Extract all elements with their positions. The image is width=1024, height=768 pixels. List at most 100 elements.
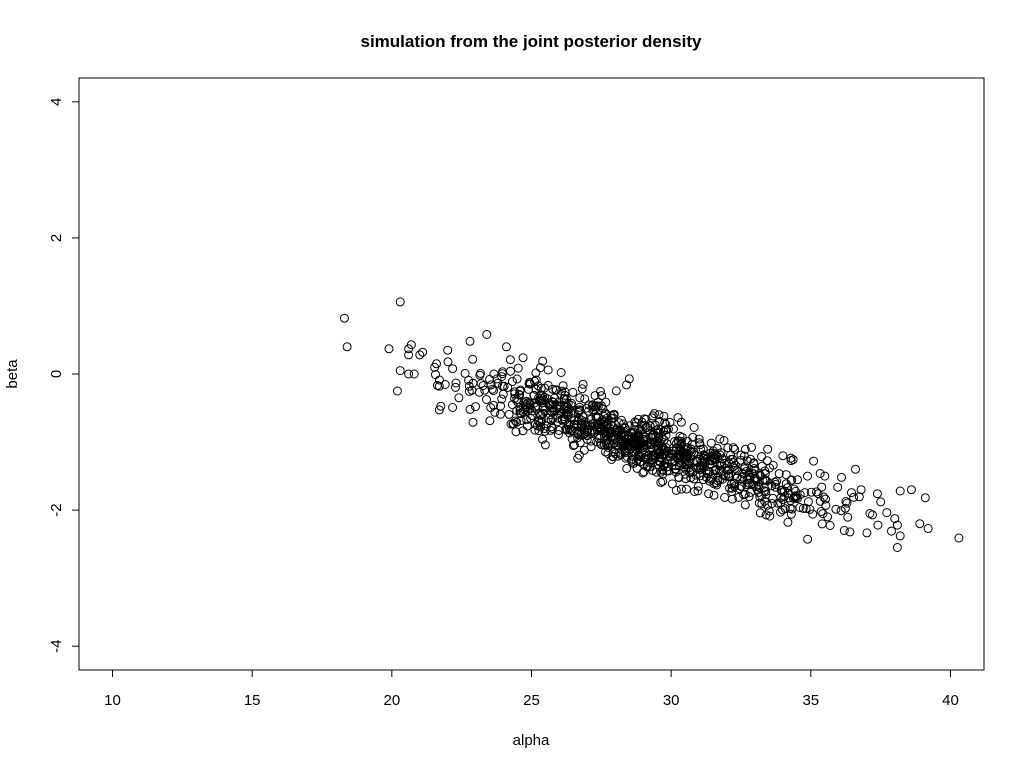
data-point bbox=[736, 455, 746, 465]
data-point bbox=[580, 394, 590, 404]
data-point bbox=[575, 438, 585, 448]
data-point bbox=[669, 424, 678, 434]
data-point bbox=[575, 393, 585, 403]
data-point bbox=[563, 425, 572, 435]
data-point bbox=[764, 506, 774, 516]
data-point bbox=[693, 481, 703, 491]
data-point bbox=[653, 428, 662, 438]
data-point bbox=[504, 409, 514, 419]
data-point bbox=[760, 469, 770, 479]
data-point bbox=[768, 493, 778, 503]
data-point bbox=[757, 499, 767, 509]
data-point bbox=[448, 403, 458, 412]
data-point bbox=[723, 443, 733, 453]
data-point bbox=[658, 476, 668, 486]
data-point bbox=[660, 446, 670, 455]
x-tick-label: 25 bbox=[523, 692, 540, 709]
data-point bbox=[660, 418, 670, 428]
data-point bbox=[538, 356, 548, 366]
data-point bbox=[684, 463, 694, 473]
plot-frame bbox=[78, 77, 985, 671]
data-point bbox=[639, 467, 649, 477]
data-point bbox=[579, 430, 589, 440]
data-point bbox=[536, 396, 545, 406]
data-point bbox=[623, 435, 633, 444]
data-point bbox=[522, 396, 531, 406]
data-point bbox=[842, 498, 852, 508]
data-point bbox=[817, 519, 827, 529]
data-point bbox=[653, 445, 663, 455]
data-point bbox=[538, 434, 547, 444]
data-point bbox=[601, 439, 611, 449]
data-point bbox=[695, 438, 704, 448]
data-point bbox=[658, 443, 667, 453]
data-point bbox=[489, 400, 499, 410]
data-point bbox=[676, 484, 686, 494]
data-point bbox=[736, 482, 746, 491]
data-point bbox=[734, 484, 744, 494]
data-point bbox=[658, 469, 668, 479]
data-point bbox=[715, 434, 725, 444]
data-point bbox=[787, 504, 797, 514]
data-point bbox=[671, 446, 681, 455]
data-point bbox=[431, 370, 440, 380]
data-point bbox=[395, 297, 405, 307]
data-point bbox=[757, 452, 767, 462]
data-point bbox=[781, 470, 791, 480]
data-point bbox=[553, 417, 563, 427]
data-point bbox=[492, 374, 502, 384]
data-point bbox=[890, 514, 900, 524]
data-point bbox=[920, 493, 930, 503]
data-point bbox=[392, 386, 402, 396]
data-point bbox=[781, 479, 791, 489]
data-point bbox=[489, 386, 498, 396]
data-point bbox=[895, 486, 905, 496]
data-point bbox=[614, 418, 624, 428]
data-point bbox=[577, 384, 587, 394]
data-point bbox=[602, 414, 611, 423]
x-tick-label: 15 bbox=[244, 692, 261, 709]
data-point bbox=[744, 467, 754, 477]
data-point bbox=[876, 497, 886, 507]
data-point bbox=[464, 386, 474, 396]
data-point bbox=[808, 509, 818, 519]
data-point bbox=[566, 400, 576, 410]
data-point bbox=[569, 440, 579, 450]
data-point bbox=[865, 509, 875, 518]
data-point bbox=[816, 507, 826, 516]
data-point bbox=[415, 350, 425, 360]
y-tick-label: -2 bbox=[48, 503, 65, 516]
data-point bbox=[856, 485, 866, 495]
data-point bbox=[673, 413, 683, 423]
data-point bbox=[845, 527, 855, 537]
data-point bbox=[464, 375, 474, 385]
data-point bbox=[785, 503, 795, 513]
data-point bbox=[694, 434, 704, 444]
data-point bbox=[770, 477, 780, 487]
data-point bbox=[693, 486, 703, 496]
data-point bbox=[448, 364, 458, 374]
data-point bbox=[480, 385, 490, 395]
data-point bbox=[573, 430, 583, 439]
data-point bbox=[742, 456, 752, 466]
data-point bbox=[788, 455, 798, 465]
data-point bbox=[430, 362, 440, 372]
data-point bbox=[559, 394, 569, 404]
data-point bbox=[831, 504, 841, 514]
data-point bbox=[747, 442, 756, 452]
data-point bbox=[725, 483, 735, 493]
data-point bbox=[821, 500, 831, 510]
data-point bbox=[404, 369, 414, 379]
data-point bbox=[820, 471, 830, 481]
data-point bbox=[872, 489, 882, 499]
data-point bbox=[655, 417, 665, 426]
data-point bbox=[560, 390, 570, 400]
data-point bbox=[673, 452, 683, 462]
data-point bbox=[809, 456, 819, 466]
data-point bbox=[837, 472, 846, 482]
data-point bbox=[823, 512, 833, 522]
data-point bbox=[730, 460, 740, 470]
x-tick-label: 30 bbox=[663, 692, 680, 709]
data-point bbox=[667, 457, 677, 467]
data-point bbox=[561, 409, 571, 419]
